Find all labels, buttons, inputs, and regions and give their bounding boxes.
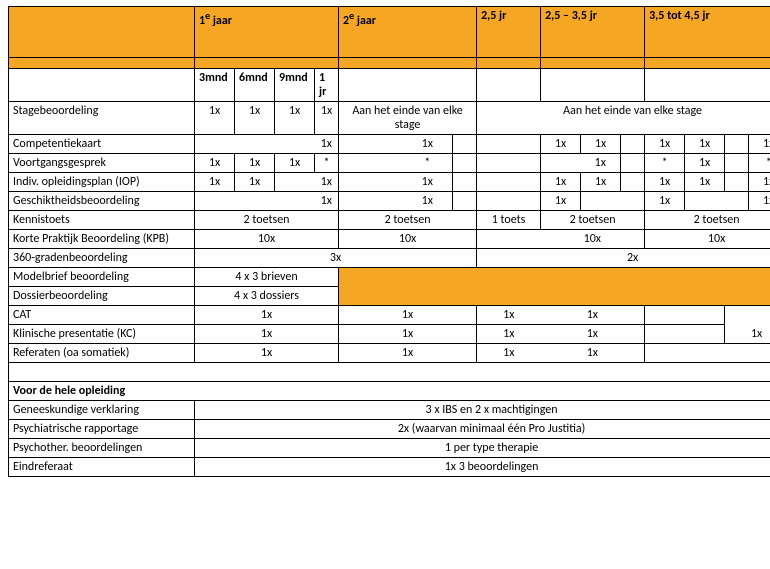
header-3-5-4-5jr: 3,5 tot 4,5 jr <box>645 7 770 58</box>
label-psychiatrische: Psychiatrische rapportage <box>9 420 195 439</box>
row-psychother: Psychother. beoordelingen 1 per type the… <box>9 439 770 458</box>
header-2-5jr: 2,5 jr <box>477 7 541 58</box>
header-blank <box>9 7 195 58</box>
row-geneeskundige: Geneeskundige verklaring 3 x IBS en 2 x … <box>9 401 770 420</box>
row-referaten: Referaten (oa somatiek) 1x 1x 1x 1x <box>9 344 770 363</box>
section-title-whole: Voor de hele opleiding <box>9 382 195 401</box>
label-psychother: Psychother. beoordelingen <box>9 439 195 458</box>
row-360graden: 360-gradenbeoordeling 3x 2x <box>9 249 770 268</box>
label-voortgang: Voortgangsgesprek <box>9 154 195 173</box>
label-iop: Indiv. opleidingsplan (IOP) <box>9 173 195 192</box>
assessment-schedule-table: 1e jaar 2e jaar 2,5 jr 2,5 – 3,5 jr 3,5 … <box>8 6 770 477</box>
row-psychiatrische: Psychiatrische rapportage 2x (waarvan mi… <box>9 420 770 439</box>
label-geschiktheid: Geschiktheidsbeoordeling <box>9 192 195 211</box>
label-competentiekaart: Competentiekaart <box>9 135 195 154</box>
subheader-3mnd: 3mnd <box>195 69 235 102</box>
label-modelbrief: Modelbrief beoordeling <box>9 268 195 287</box>
row-modelbrief: Modelbrief beoordeling 4 x 3 brieven <box>9 268 770 287</box>
row-voortgangsgesprek: Voortgangsgesprek 1x 1x 1x * * 1x * 1x * <box>9 154 770 173</box>
header-year2: 2e jaar <box>339 7 477 58</box>
label-kpb: Korte Praktijk Beoordeling (KPB) <box>9 230 195 249</box>
header-2-5-3-5jr: 2,5 – 3,5 jr <box>541 7 645 58</box>
row-kc: Klinische presentatie (KC) 1x 1x 1x 1x 1… <box>9 325 770 344</box>
label-cat: CAT <box>9 306 195 325</box>
subheader-6mnd: 6mnd <box>235 69 275 102</box>
label-kennistoets: Kennistoets <box>9 211 195 230</box>
row-kpb: Korte Praktijk Beoordeling (KPB) 10x 10x… <box>9 230 770 249</box>
row-competentiekaart: Competentiekaart 1x 1x 1x 1x 1x 1x 1x <box>9 135 770 154</box>
row-section-whole: Voor de hele opleiding <box>9 382 770 401</box>
label-360graden: 360-gradenbeoordeling <box>9 249 195 268</box>
label-eindreferaat: Eindreferaat <box>9 458 195 477</box>
row-cat: CAT 1x 1x 1x 1x <box>9 306 770 325</box>
spacer-row <box>9 363 770 382</box>
label-dossier: Dossierbeoordeling <box>9 287 195 306</box>
subheader-blank <box>9 69 195 102</box>
row-geschiktheid: Geschiktheidsbeoordeling 1x 1x 1x 1x 1x <box>9 192 770 211</box>
row-iop: Indiv. opleidingsplan (IOP) 1x 1x 1x 1x … <box>9 173 770 192</box>
label-kc: Klinische presentatie (KC) <box>9 325 195 344</box>
header-year1: 1e jaar <box>195 7 339 58</box>
label-geneeskundige: Geneeskundige verklaring <box>9 401 195 420</box>
subheader-9mnd: 9mnd <box>275 69 315 102</box>
row-stagebeoordeling: Stagebeoordeling 1x 1x 1x 1x Aan het ein… <box>9 102 770 135</box>
row-eindreferaat: Eindreferaat 1x 3 beoordelingen <box>9 458 770 477</box>
label-stagebeoordeling: Stagebeoordeling <box>9 102 195 135</box>
subheader-1jr: 1 jr <box>315 69 339 102</box>
row-kennistoets: Kennistoets 2 toetsen 2 toetsen 1 toets … <box>9 211 770 230</box>
label-referaten: Referaten (oa somatiek) <box>9 344 195 363</box>
